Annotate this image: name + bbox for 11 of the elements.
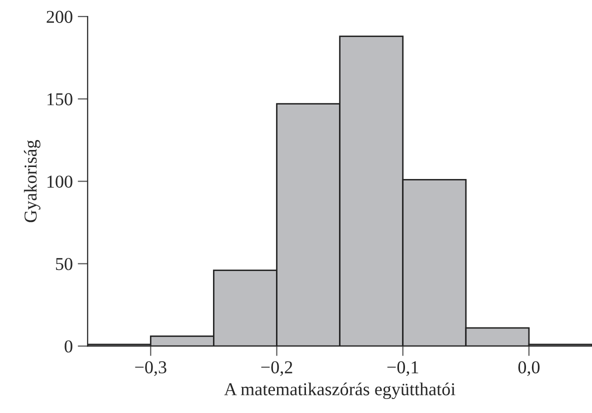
y-tick-label: 100 xyxy=(48,176,72,188)
x-axis-title: A matematikaszórás együtthatói xyxy=(224,382,456,400)
x-tick-label: 0,0 xyxy=(518,361,540,376)
y-tick-label: 50 xyxy=(56,258,72,270)
x-tick-label: −0,1 xyxy=(387,361,418,376)
x-tick-label: −0,3 xyxy=(135,361,166,376)
y-tick-label: 0 xyxy=(64,340,72,353)
y-axis-title: Gyakoriság xyxy=(24,140,40,222)
y-tick-label: 200 xyxy=(46,10,72,23)
y-tick-label: 150 xyxy=(48,93,72,106)
x-tick-label: −0,2 xyxy=(261,361,292,376)
